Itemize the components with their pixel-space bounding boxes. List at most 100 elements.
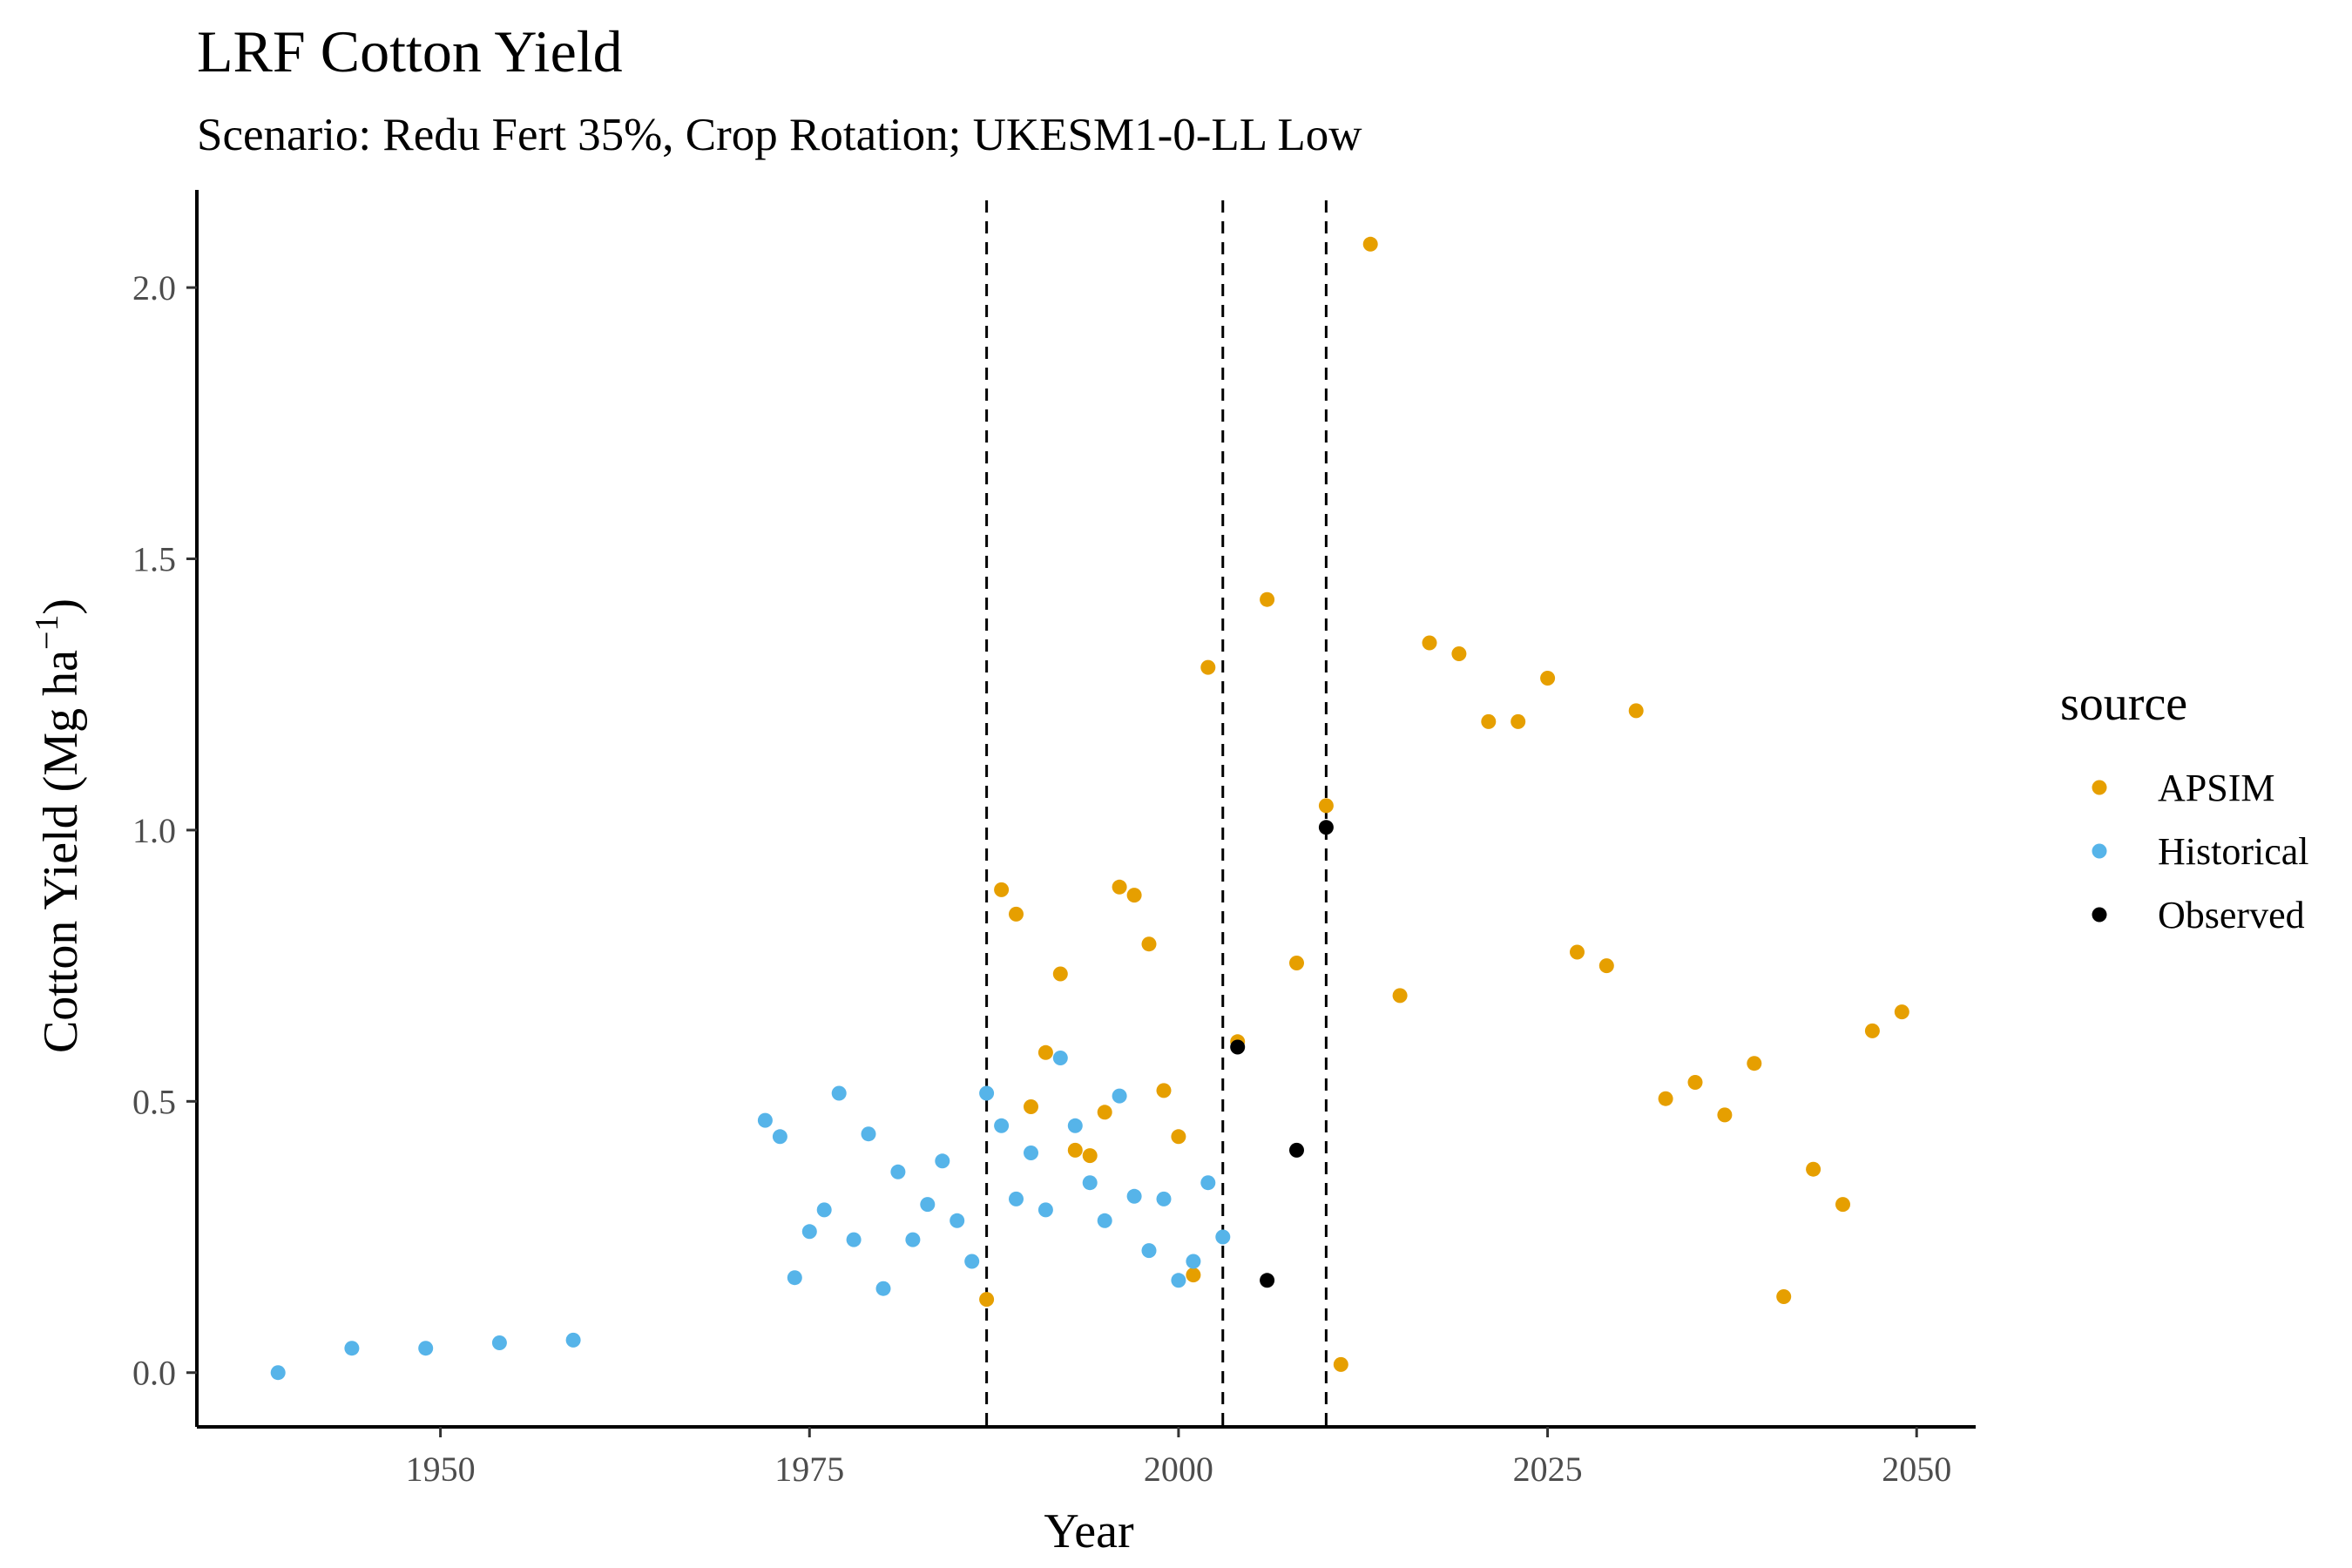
point-apsim — [1009, 906, 1024, 922]
legend-key-historical — [2092, 843, 2107, 859]
point-apsim — [1171, 1129, 1186, 1145]
point-historical — [1052, 1051, 1068, 1065]
point-historical — [964, 1254, 980, 1269]
legend-key-observed — [2092, 907, 2107, 923]
point-historical — [772, 1129, 787, 1145]
point-apsim — [1186, 1267, 1201, 1283]
point-historical — [816, 1202, 832, 1218]
point-historical — [1037, 1202, 1053, 1218]
point-historical — [905, 1232, 921, 1247]
point-observed — [1289, 1142, 1304, 1158]
point-historical — [757, 1112, 773, 1128]
chart-title: LRF Cotton Yield — [197, 18, 623, 84]
data-points — [270, 236, 1909, 1381]
point-historical — [935, 1153, 950, 1169]
legend-label-historical: Historical — [2158, 830, 2309, 873]
point-historical — [979, 1085, 995, 1101]
x-tick-label: 2050 — [1882, 1450, 1951, 1489]
point-historical — [950, 1213, 965, 1228]
point-apsim — [1806, 1161, 1821, 1177]
point-apsim — [1126, 888, 1142, 903]
point-historical — [1200, 1175, 1216, 1191]
point-apsim — [1112, 879, 1127, 895]
point-historical — [801, 1224, 817, 1240]
point-historical — [1156, 1191, 1172, 1206]
point-apsim — [1776, 1289, 1792, 1304]
point-apsim — [1628, 703, 1644, 719]
point-historical — [565, 1332, 581, 1348]
point-historical — [1112, 1088, 1127, 1104]
point-historical — [920, 1197, 936, 1213]
x-tick-label: 2000 — [1144, 1450, 1213, 1489]
point-observed — [1260, 1273, 1275, 1288]
point-apsim — [1082, 1148, 1098, 1164]
reference-lines — [985, 200, 1328, 1427]
y-tick-label: 1.5 — [132, 540, 176, 579]
point-historical — [418, 1341, 434, 1356]
point-historical — [890, 1164, 906, 1179]
point-historical — [875, 1281, 891, 1296]
point-historical — [1171, 1273, 1186, 1288]
point-observed — [1318, 820, 1334, 835]
point-apsim — [1658, 1091, 1673, 1106]
y-tick-label: 1.0 — [132, 811, 176, 850]
point-historical — [787, 1270, 802, 1286]
point-apsim — [1200, 659, 1216, 675]
point-historical — [1024, 1146, 1038, 1160]
point-apsim — [979, 1292, 995, 1308]
y-axis-title: Cotton Yield (Mg ha−1) — [29, 598, 88, 1053]
point-historical — [994, 1118, 1010, 1133]
point-historical — [1067, 1118, 1083, 1133]
point-apsim — [1289, 956, 1304, 970]
point-apsim — [994, 882, 1010, 897]
x-tick-label: 2025 — [1513, 1450, 1583, 1489]
y-tick-label: 2.0 — [132, 268, 176, 308]
point-historical — [1141, 1243, 1157, 1259]
point-historical — [1082, 1175, 1098, 1191]
y-tick-label: 0.5 — [132, 1082, 176, 1121]
point-apsim — [1052, 966, 1068, 982]
legend-label-observed: Observed — [2158, 894, 2305, 936]
point-apsim — [1835, 1197, 1850, 1213]
point-apsim — [1747, 1056, 1762, 1071]
point-historical — [831, 1085, 847, 1101]
y-axis-title-close: ) — [34, 598, 88, 615]
legend-title: source — [2060, 677, 2187, 731]
y-axis-title-superscript: −1 — [29, 615, 65, 650]
point-apsim — [1894, 1004, 1909, 1020]
legend-key-apsim — [2092, 780, 2107, 795]
point-apsim — [1511, 713, 1526, 729]
point-apsim — [1864, 1023, 1880, 1038]
x-axis-ticks: 1950 1975 2000 2025 2050 — [406, 1427, 1951, 1489]
y-axis-title-main: Cotton Yield (Mg ha — [34, 650, 88, 1053]
point-apsim — [1570, 944, 1585, 960]
point-historical — [1186, 1254, 1201, 1269]
point-apsim — [1540, 671, 1556, 686]
point-apsim — [1333, 1356, 1348, 1372]
point-apsim — [1260, 591, 1275, 607]
point-historical — [1126, 1188, 1142, 1204]
x-tick-label: 1950 — [406, 1450, 476, 1489]
point-apsim — [1422, 635, 1437, 651]
point-observed — [1230, 1039, 1246, 1055]
point-apsim — [1024, 1099, 1038, 1114]
point-apsim — [1037, 1044, 1053, 1060]
x-tick-label: 1975 — [774, 1450, 844, 1489]
point-historical — [846, 1232, 862, 1247]
point-apsim — [1598, 958, 1614, 974]
point-apsim — [1451, 646, 1467, 661]
point-apsim — [1067, 1142, 1083, 1158]
x-axis-title: Year — [1044, 1504, 1134, 1558]
point-historical — [344, 1341, 360, 1356]
y-axis-ticks: 0.0 0.5 1.0 1.5 2.0 — [132, 268, 197, 1393]
legend-label-apsim: APSIM — [2158, 767, 2275, 809]
point-historical — [861, 1126, 876, 1142]
point-historical — [1097, 1213, 1112, 1228]
point-apsim — [1097, 1105, 1112, 1120]
point-historical — [1215, 1229, 1231, 1245]
point-apsim — [1481, 713, 1497, 729]
point-apsim — [1141, 936, 1157, 952]
point-apsim — [1687, 1075, 1703, 1090]
point-apsim — [1717, 1107, 1733, 1123]
point-apsim — [1156, 1083, 1172, 1098]
